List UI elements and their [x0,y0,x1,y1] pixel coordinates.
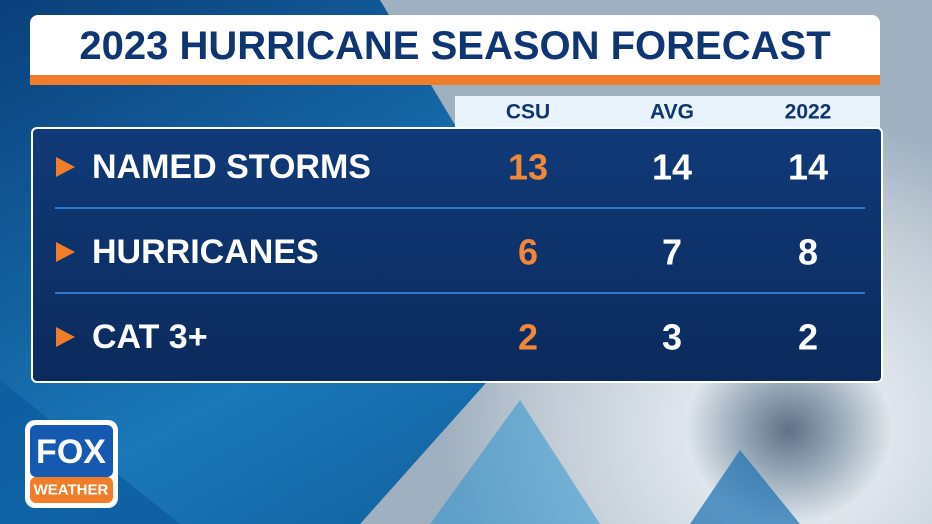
cell-value: 8 [798,232,818,273]
cell-value: 14 [652,147,692,188]
row-marker [56,242,75,262]
cell-value: 2 [518,317,538,358]
column-header: AVG [650,101,694,124]
cell-value: 2 [798,317,818,358]
logo-top [30,425,113,477]
title-bar [30,15,880,85]
table-panel [31,127,883,383]
cell-value: 14 [788,147,828,188]
cell-value: 13 [508,147,548,188]
row-marker [56,157,75,177]
title-stripe [30,75,880,85]
title: 2023 HURRICANE SEASON FORECAST [79,24,830,68]
decor [430,400,600,524]
column-header: CSU [506,101,550,124]
logo-fox: FOX [36,433,106,471]
logo-weather: WEATHER [34,482,109,499]
cell-value: 6 [518,232,538,273]
row-label: NAMED STORMS [92,148,371,186]
column-header: 2022 [785,101,832,124]
logo-bottom [30,477,113,503]
cell-value: 3 [662,317,682,358]
row-label: CAT 3+ [92,318,208,356]
row-marker [56,327,75,347]
cell-value: 7 [662,232,682,273]
decor [690,450,800,524]
column-header-bar [455,96,880,129]
row-label: HURRICANES [92,233,319,271]
